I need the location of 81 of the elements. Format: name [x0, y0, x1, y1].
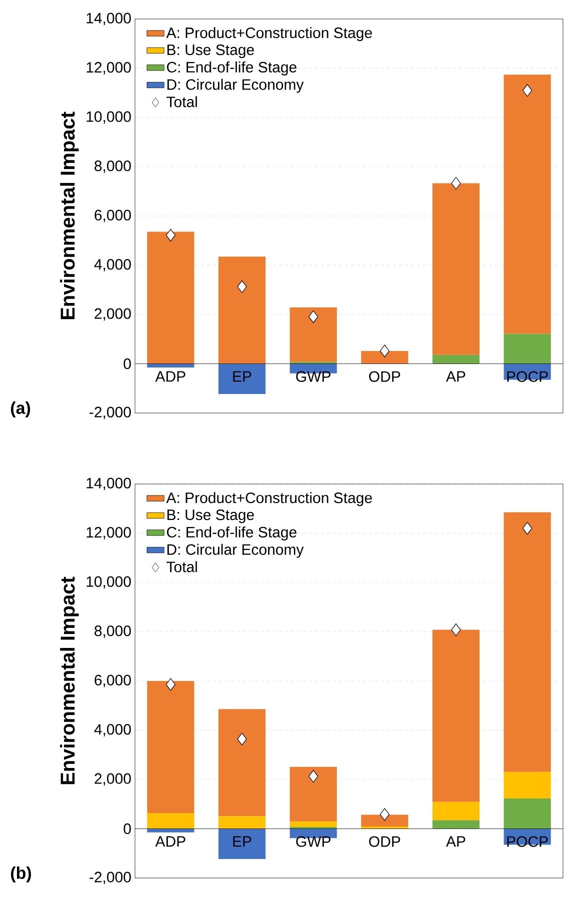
point — [522, 522, 532, 535]
bar — [504, 512, 551, 772]
text: (b) — [10, 866, 31, 882]
legend-label: B: Use Stage — [167, 510, 254, 524]
x-tick-label: EP — [233, 371, 252, 382]
y-tick-label: 14,000 — [86, 478, 131, 490]
point — [451, 623, 461, 636]
point — [380, 344, 390, 358]
point — [308, 310, 318, 324]
bar — [432, 354, 480, 364]
x-tick-label: POCP — [507, 836, 548, 847]
text: (a) — [10, 402, 30, 418]
y-tick-label: -2,000 — [90, 872, 131, 884]
y-tick-label: 14,000 — [86, 12, 131, 26]
bar — [147, 828, 194, 832]
bar — [504, 798, 551, 829]
bar — [290, 307, 337, 362]
legend-label: A: Product+Construction Stage — [166, 27, 372, 42]
bar — [147, 232, 194, 364]
legend-label: A: Product+Construction Stage — [166, 492, 372, 506]
point — [166, 678, 176, 691]
legend-label: C: End-of-life Stage — [167, 61, 296, 76]
x-tick-label: GWP — [296, 371, 330, 382]
point — [237, 280, 247, 293]
legend-label: D: Circular Economy — [167, 544, 304, 558]
bar — [218, 828, 266, 860]
legend-label: C: End-of-life Stage — [167, 526, 296, 540]
x-tick-label: ODP — [369, 836, 400, 847]
y-tick-label: 4,000 — [94, 724, 131, 736]
bar — [218, 709, 266, 816]
y-tick-label: 0 — [124, 358, 131, 370]
bar — [147, 680, 194, 813]
legend-label: Total — [166, 96, 197, 108]
y-tick-label: 0 — [124, 823, 131, 834]
x-tick-label: EP — [233, 836, 252, 847]
x-tick-label: AP — [446, 371, 466, 382]
legend-label: B: Use Stage — [167, 44, 254, 58]
legend-label: D: Circular Economy — [167, 78, 304, 93]
x-tick-label: ADP — [155, 836, 186, 847]
y-axis-title: Environmental Impact — [60, 576, 79, 784]
bar — [290, 821, 337, 828]
y-tick-label: 12,000 — [86, 527, 131, 540]
y-tick-label: 8,000 — [94, 160, 131, 173]
bar — [218, 256, 266, 364]
bar — [290, 766, 337, 822]
y-tick-label: 4,000 — [94, 259, 131, 272]
bar — [504, 334, 551, 364]
bar — [147, 812, 194, 829]
point — [522, 84, 532, 97]
bar — [504, 772, 551, 798]
legend-label: Total — [166, 561, 197, 572]
point — [451, 176, 461, 190]
x-tick-label: ODP — [369, 371, 400, 382]
bar — [432, 183, 480, 355]
point — [166, 228, 176, 242]
y-tick-label: 6,000 — [94, 674, 131, 688]
point — [237, 732, 247, 746]
y-tick-label: 8,000 — [94, 626, 131, 638]
bar — [218, 816, 266, 829]
y-tick-label: 12,000 — [86, 62, 131, 74]
y-tick-label: 2,000 — [94, 773, 131, 786]
point — [308, 770, 318, 783]
y-tick-label: 6,000 — [94, 210, 131, 222]
y-tick-label: 10,000 — [86, 111, 131, 124]
x-tick-label: AP — [446, 836, 466, 847]
bar — [432, 802, 480, 820]
y-tick-label: -2,000 — [90, 406, 131, 420]
bar — [361, 350, 408, 364]
y-tick-label: 2,000 — [94, 308, 131, 321]
point — [380, 808, 390, 821]
bar — [361, 814, 408, 827]
bar — [504, 74, 551, 334]
bar — [218, 364, 266, 394]
x-tick-label: ADP — [155, 371, 186, 382]
y-tick-label: 10,000 — [86, 576, 131, 589]
bar — [432, 820, 480, 829]
x-tick-label: POCP — [507, 371, 548, 382]
bar — [147, 364, 194, 368]
y-axis-title: Environmental Impact — [60, 112, 79, 320]
x-tick-label: GWP — [296, 836, 330, 847]
bar — [432, 630, 480, 802]
